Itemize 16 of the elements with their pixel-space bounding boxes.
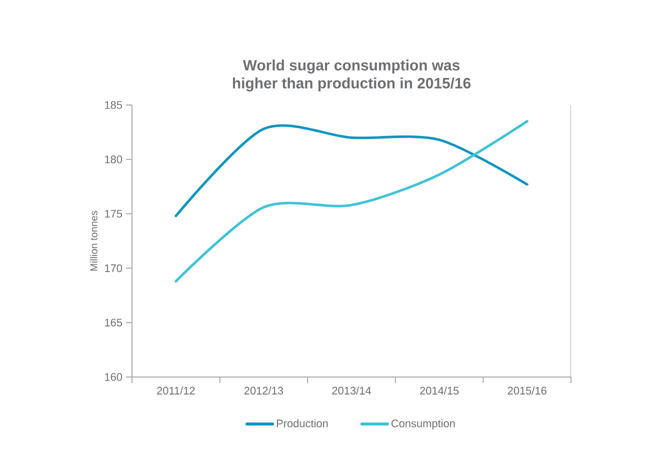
line-series (174, 120, 528, 282)
y-tick-label: 175 (105, 210, 122, 218)
x-tick-label: 2015/16 (508, 386, 546, 395)
x-tick-label: 2013/14 (332, 386, 371, 395)
y-tick-label: 185 (105, 101, 122, 109)
x-tick-label: 2012/13 (244, 386, 284, 395)
legend-label: Consumption (391, 419, 455, 430)
chart-title: World sugar consumption was higher than production in 2015/16 (232, 60, 471, 92)
y-tick-label: 160 (105, 373, 122, 381)
legend-label: Production (276, 419, 328, 428)
x-tick-label: 2011/12 (157, 386, 195, 395)
x-tick-label: 2014/15 (420, 386, 459, 395)
y-tick-label: 165 (105, 318, 122, 326)
y-tick-label: 170 (105, 264, 122, 272)
y-axis-title: Million tonnes (90, 210, 98, 271)
y-tick-label: 180 (105, 156, 122, 164)
